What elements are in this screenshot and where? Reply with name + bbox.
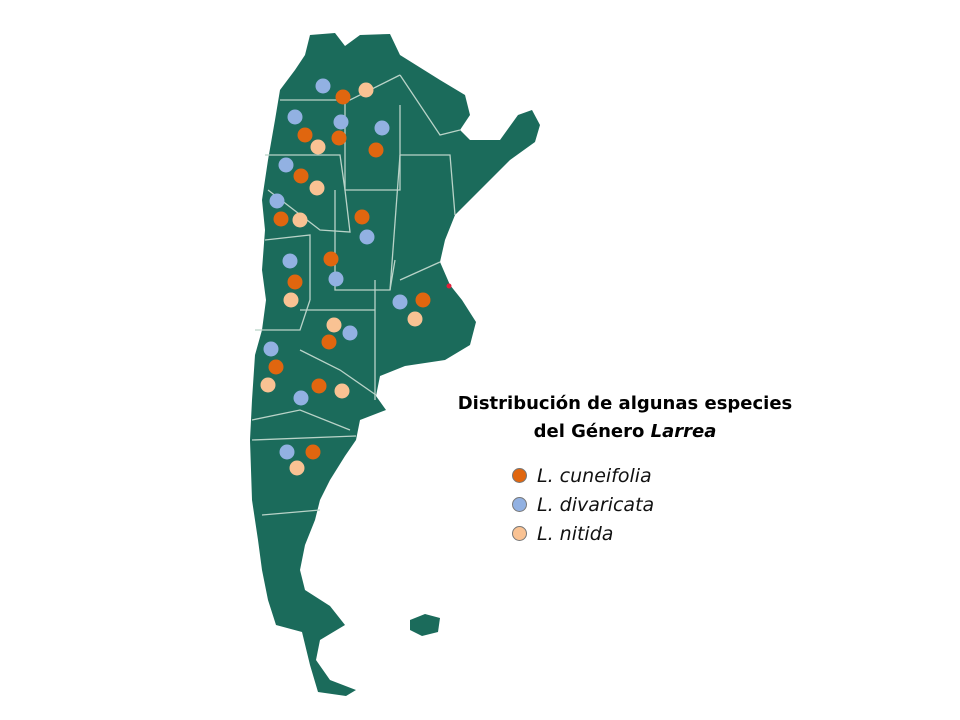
marker-cuneifolia <box>293 168 309 184</box>
marker-cuneifolia <box>305 444 321 460</box>
province-borders <box>251 74 461 516</box>
title-line-1: Distribución de algunas especies <box>457 393 793 414</box>
legend-item-divaricata: L. divaricata <box>512 490 654 519</box>
marker-divaricata <box>293 390 309 406</box>
marker-divaricata <box>287 109 303 125</box>
legend-label: L. cuneifolia <box>537 464 652 487</box>
buenos-aires-marker <box>446 283 452 289</box>
marker-cuneifolia <box>335 89 351 105</box>
marker-cuneifolia <box>415 292 431 308</box>
marker-cuneifolia <box>331 130 347 146</box>
marker-divaricata <box>263 341 279 357</box>
legend-swatch <box>512 468 527 483</box>
marker-cuneifolia <box>268 359 284 375</box>
marker-nitida <box>289 460 305 476</box>
marker-cuneifolia <box>273 211 289 227</box>
marker-cuneifolia <box>354 209 370 225</box>
marker-cuneifolia <box>311 378 327 394</box>
marker-divaricata <box>333 114 349 130</box>
legend-label: L. nitida <box>537 522 614 545</box>
legend-swatch <box>512 526 527 541</box>
marker-nitida <box>309 180 325 196</box>
marker-divaricata <box>342 325 358 341</box>
marker-divaricata <box>282 253 298 269</box>
marker-cuneifolia <box>287 274 303 290</box>
species-markers <box>260 78 431 476</box>
genus-name: Larrea <box>650 421 717 442</box>
legend-label: L. divaricata <box>537 493 655 516</box>
marker-divaricata <box>328 271 344 287</box>
marker-divaricata <box>315 78 331 94</box>
legend-item-nitida: L. nitida <box>512 519 654 548</box>
marker-cuneifolia <box>323 251 339 267</box>
argentina-outline <box>250 33 540 696</box>
marker-cuneifolia <box>368 142 384 158</box>
marker-nitida <box>310 139 326 155</box>
marker-cuneifolia <box>297 127 313 143</box>
map-title: Distribución de algunas especies del Gén… <box>440 390 810 446</box>
marker-nitida <box>283 292 299 308</box>
marker-nitida <box>292 212 308 228</box>
marker-nitida <box>260 377 276 393</box>
marker-divaricata <box>278 157 294 173</box>
marker-divaricata <box>374 120 390 136</box>
legend-item-cuneifolia: L. cuneifolia <box>512 461 654 490</box>
marker-nitida <box>334 383 350 399</box>
marker-divaricata <box>359 229 375 245</box>
marker-divaricata <box>269 193 285 209</box>
legend: L. cuneifolia L. divaricata L. nitida <box>512 461 654 548</box>
legend-swatch <box>512 497 527 512</box>
title-line-2: del Género Larrea <box>440 418 810 446</box>
marker-divaricata <box>392 294 408 310</box>
malvinas-islands <box>410 614 440 636</box>
marker-nitida <box>407 311 423 327</box>
marker-cuneifolia <box>321 334 337 350</box>
marker-nitida <box>326 317 342 333</box>
title-prefix: del Género <box>533 421 651 442</box>
marker-nitida <box>358 82 374 98</box>
marker-divaricata <box>279 444 295 460</box>
